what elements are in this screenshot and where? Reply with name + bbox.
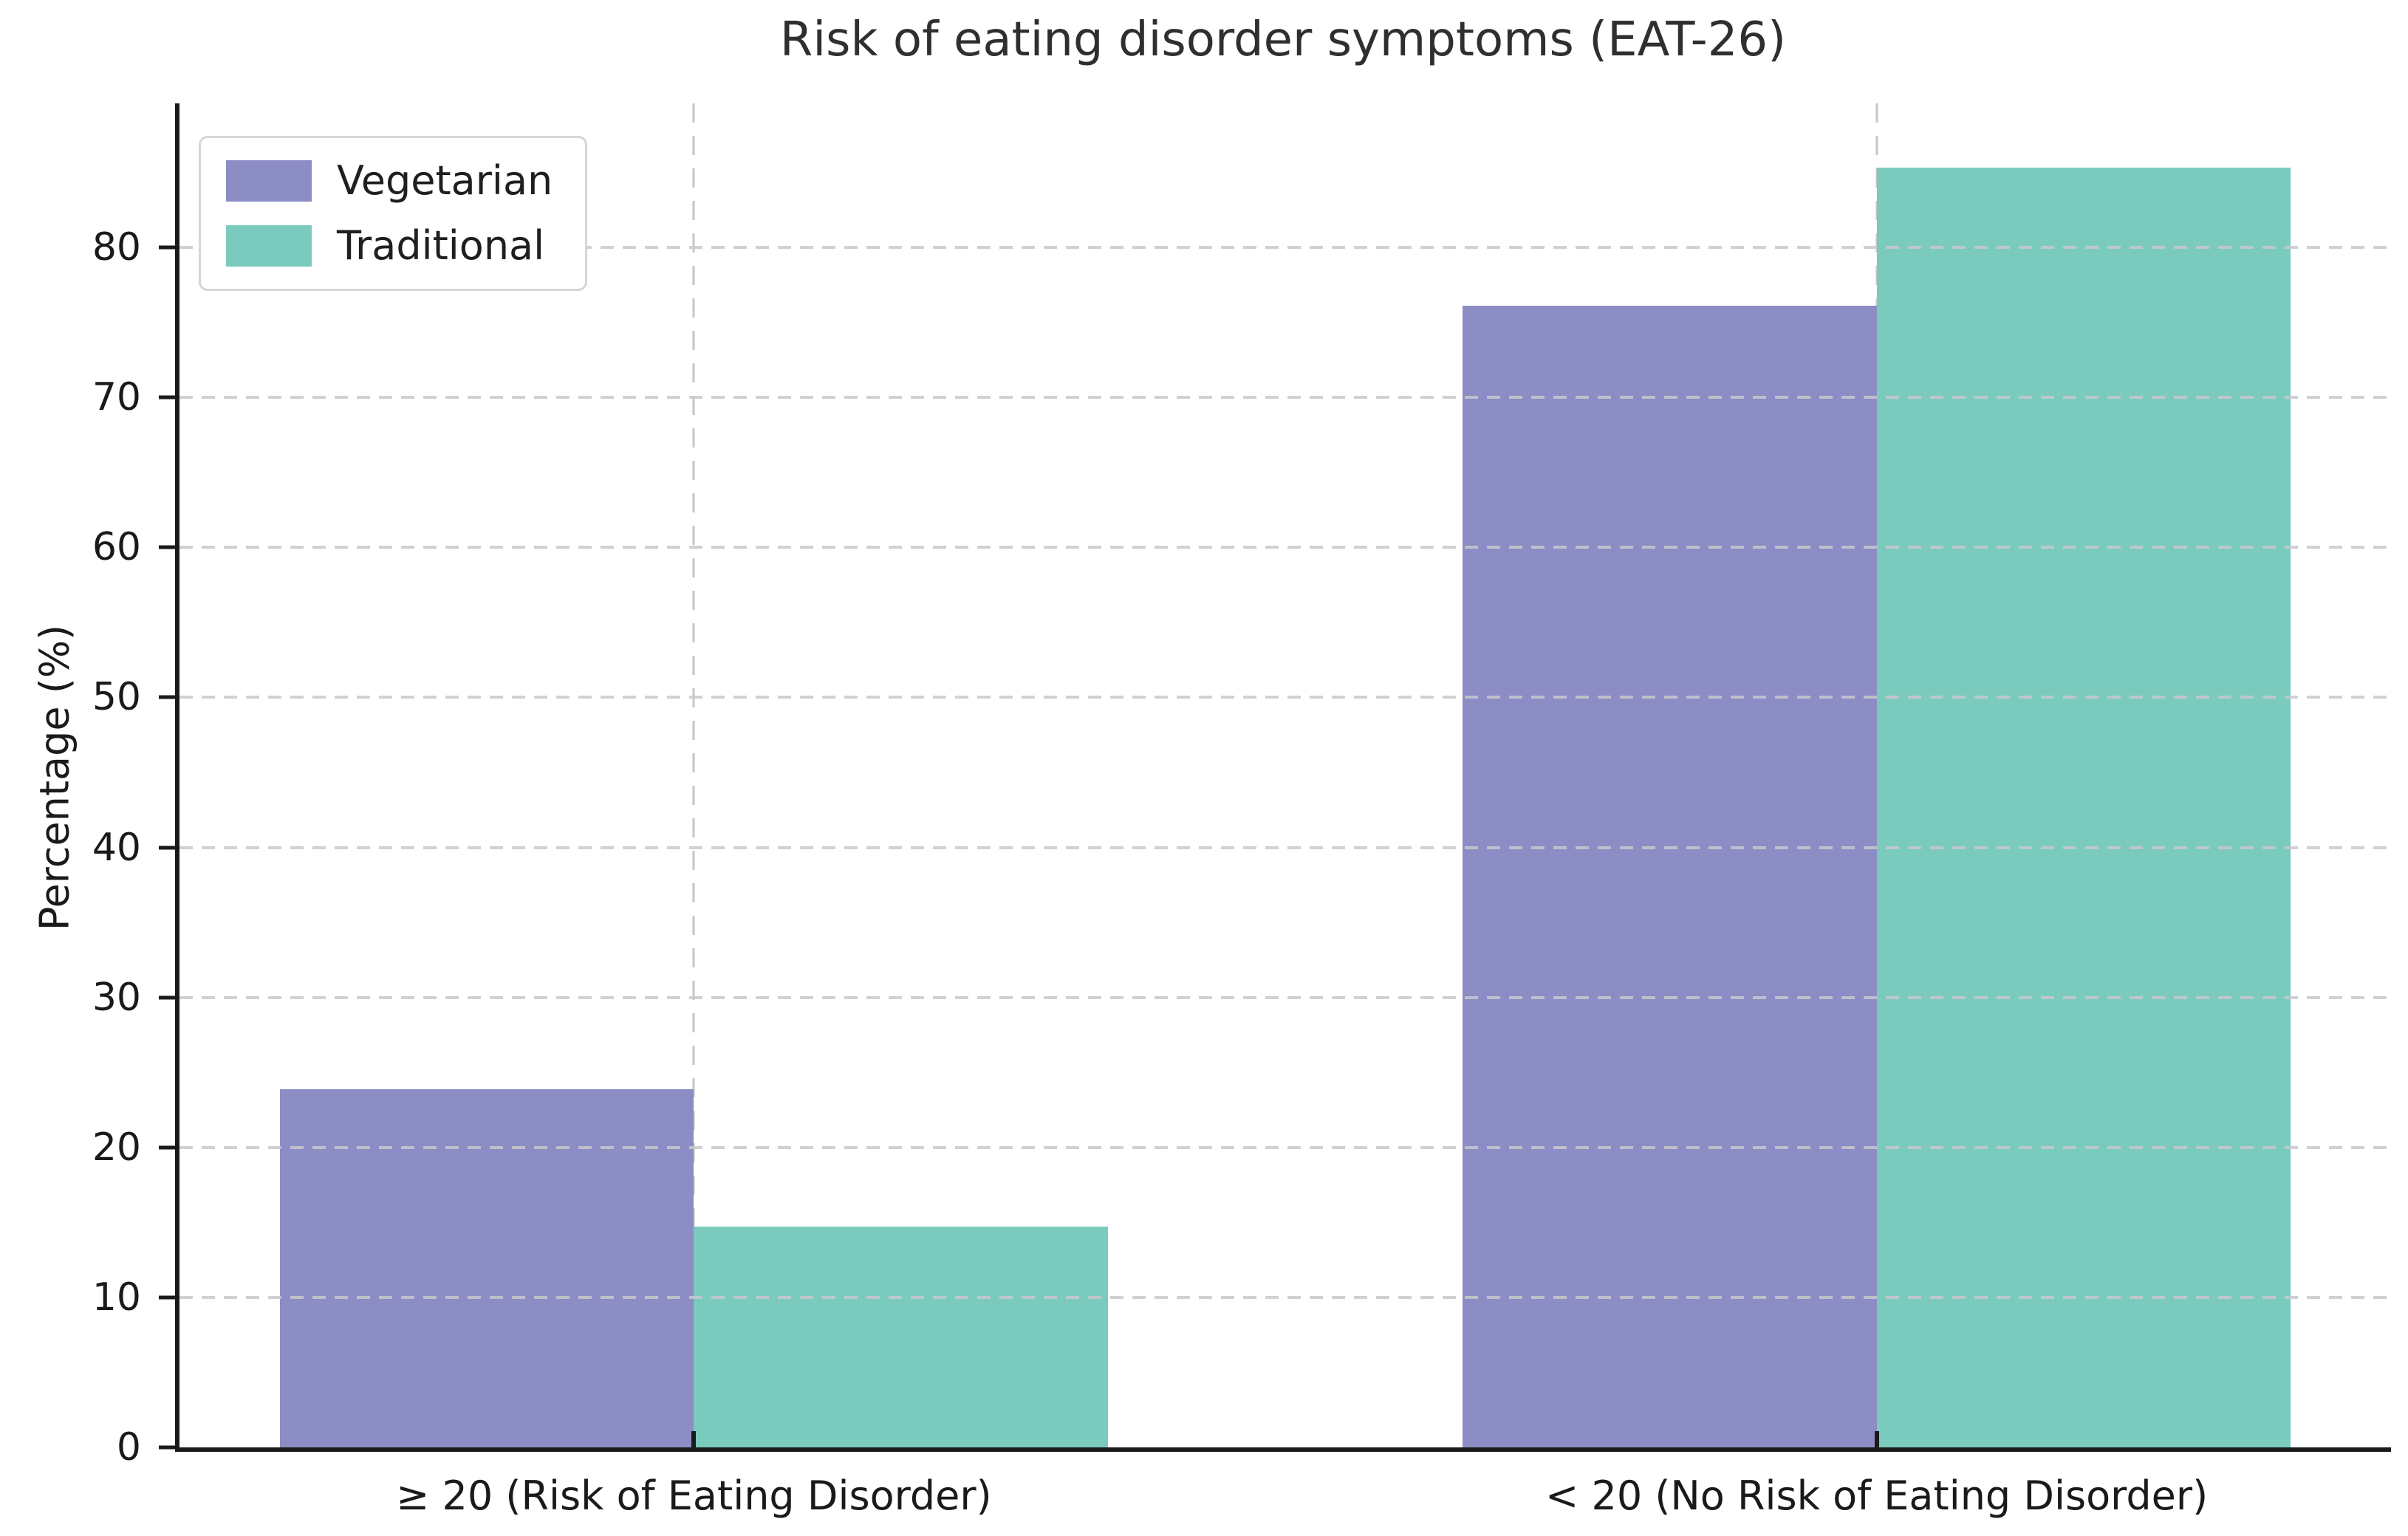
legend-entry-vegetarian: Vegetarian — [226, 160, 553, 202]
chart-title: Risk of eating disorder symptoms (EAT-26… — [779, 13, 1787, 67]
legend-label-traditional: Traditional — [337, 222, 545, 269]
y-tick-mark-70 — [159, 395, 175, 400]
bar-vegetarian-0 — [279, 1088, 694, 1447]
x-tick-label-risk: ≥ 20 (Risk of Eating Disorder) — [396, 1472, 992, 1519]
legend-label-vegetarian: Vegetarian — [337, 157, 553, 204]
x-tick-mark-1 — [1874, 1431, 1879, 1447]
bar-traditional-0 — [694, 1227, 1108, 1447]
y-tick-mark-20 — [159, 1145, 175, 1150]
bar-traditional-1 — [1876, 168, 2291, 1447]
legend: Vegetarian Traditional — [199, 136, 588, 291]
legend-entry-traditional: Traditional — [226, 225, 553, 267]
y-tick-mark-50 — [159, 695, 175, 699]
plot-area: 0 10 20 30 40 50 60 70 80 Vegetarian Traditional… — [92, 103, 2391, 1519]
y-tick-mark-0 — [159, 1445, 175, 1450]
y-tick-mark-80 — [159, 245, 175, 250]
y-tick-mark-30 — [159, 995, 175, 1000]
traditional-swatch-icon — [226, 225, 312, 267]
x-tick-mark-0 — [691, 1431, 697, 1447]
vegetarian-swatch-icon — [226, 160, 312, 202]
y-tick-mark-60 — [159, 545, 175, 549]
y-axis-label: Percentage (%) — [31, 624, 78, 931]
y-tick-mark-40 — [159, 846, 175, 849]
bar-vegetarian-1 — [1463, 306, 1877, 1447]
y-tick-mark-10 — [159, 1295, 175, 1300]
x-tick-label-no-risk: < 20 (No Risk of Eating Disorder) — [1545, 1472, 2209, 1519]
